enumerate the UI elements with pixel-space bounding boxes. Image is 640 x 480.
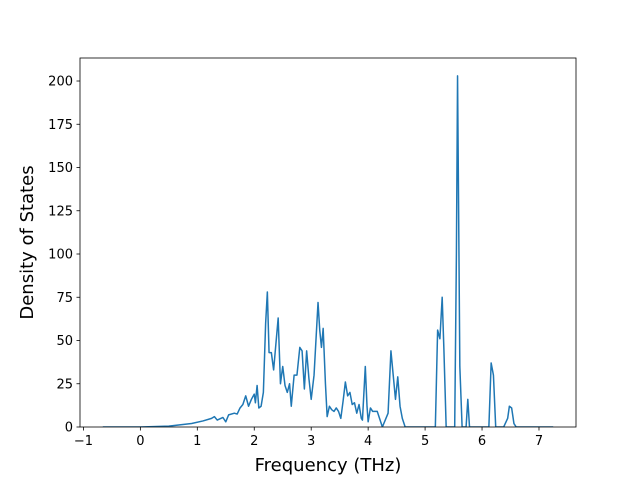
y-axis-label: Density of States [17,165,38,319]
x-tick-label: 3 [307,434,315,449]
dos-line [102,75,554,427]
x-axis-label: Frequency (THz) [255,455,402,476]
plot-frame [79,57,577,428]
y-tick-label: 50 [56,334,73,349]
y-tick-label: 100 [48,248,73,263]
x-tick-label: 4 [364,434,372,449]
y-tick-label: 200 [48,75,73,90]
y-tick-label: 175 [48,118,73,133]
x-tick-label: 7 [535,434,543,449]
x-tick-label: 1 [193,434,201,449]
x-tick-label: −1 [74,434,93,449]
y-tick-label: 150 [48,161,73,176]
x-tick-label: 5 [421,434,429,449]
x-tick-label: 2 [250,434,258,449]
x-tick-label: 6 [478,434,486,449]
y-tick-label: 25 [56,377,73,392]
x-tick-label: 0 [136,434,144,449]
y-tick-label: 75 [56,291,73,306]
y-tick-label: 125 [48,204,73,219]
y-tick-label: 0 [65,421,73,436]
